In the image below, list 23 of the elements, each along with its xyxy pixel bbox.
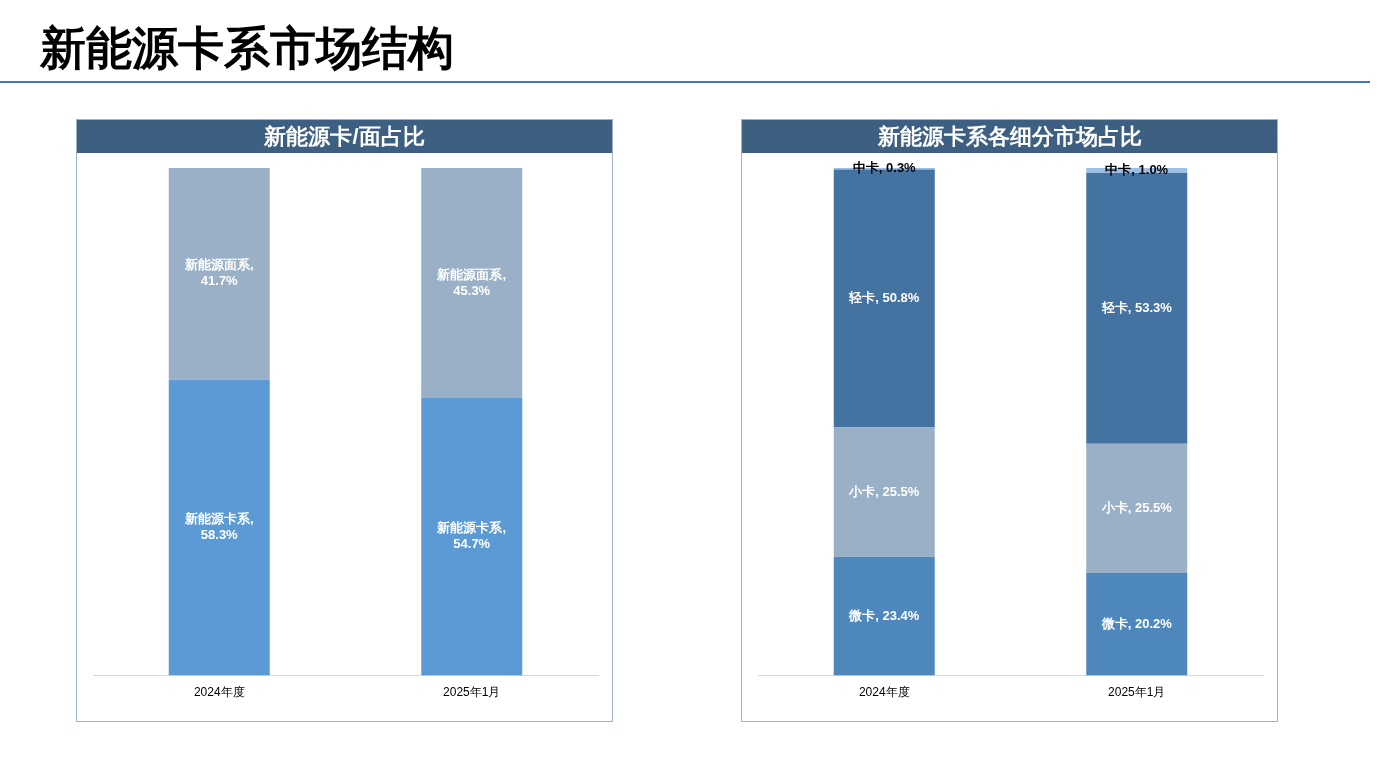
chart-title: 新能源卡/面占比 (264, 124, 425, 149)
data-label: 微卡, 20.2% (1100, 615, 1173, 631)
data-label: 新能源面系, 45.3% (436, 266, 507, 298)
x-tick-label: 2024年度 (193, 685, 245, 700)
data-label: 微卡, 23.4% (848, 607, 920, 623)
data-label: 中卡, 0.3% (852, 160, 917, 176)
data-label: 轻卡, 50.8% (848, 290, 920, 306)
text: 新能源卡系市场结构 (40, 22, 454, 74)
bar (1086, 443, 1188, 574)
data-label: 中卡, 1.0% (1105, 162, 1169, 178)
x-tick-label: 2025年1月 (1108, 685, 1166, 700)
bar (1086, 573, 1188, 676)
bar (833, 427, 935, 557)
data-label: 新能源卡系, 58.3% (183, 511, 254, 543)
data-label: 轻卡, 53.3% (1100, 299, 1173, 315)
chart-title: 新能源卡系各细分市场占比 (877, 124, 1142, 149)
data-label: 新能源面系, 41.7% (183, 257, 254, 289)
x-tick-label: 2025年1月 (443, 685, 501, 700)
x-tick-label: 2024年度 (858, 685, 910, 700)
data-label: 小卡, 25.5% (848, 483, 920, 499)
bar (833, 556, 935, 676)
data-label: 小卡, 25.5% (1100, 499, 1173, 515)
data-label: 新能源卡系, 54.7% (436, 520, 507, 552)
